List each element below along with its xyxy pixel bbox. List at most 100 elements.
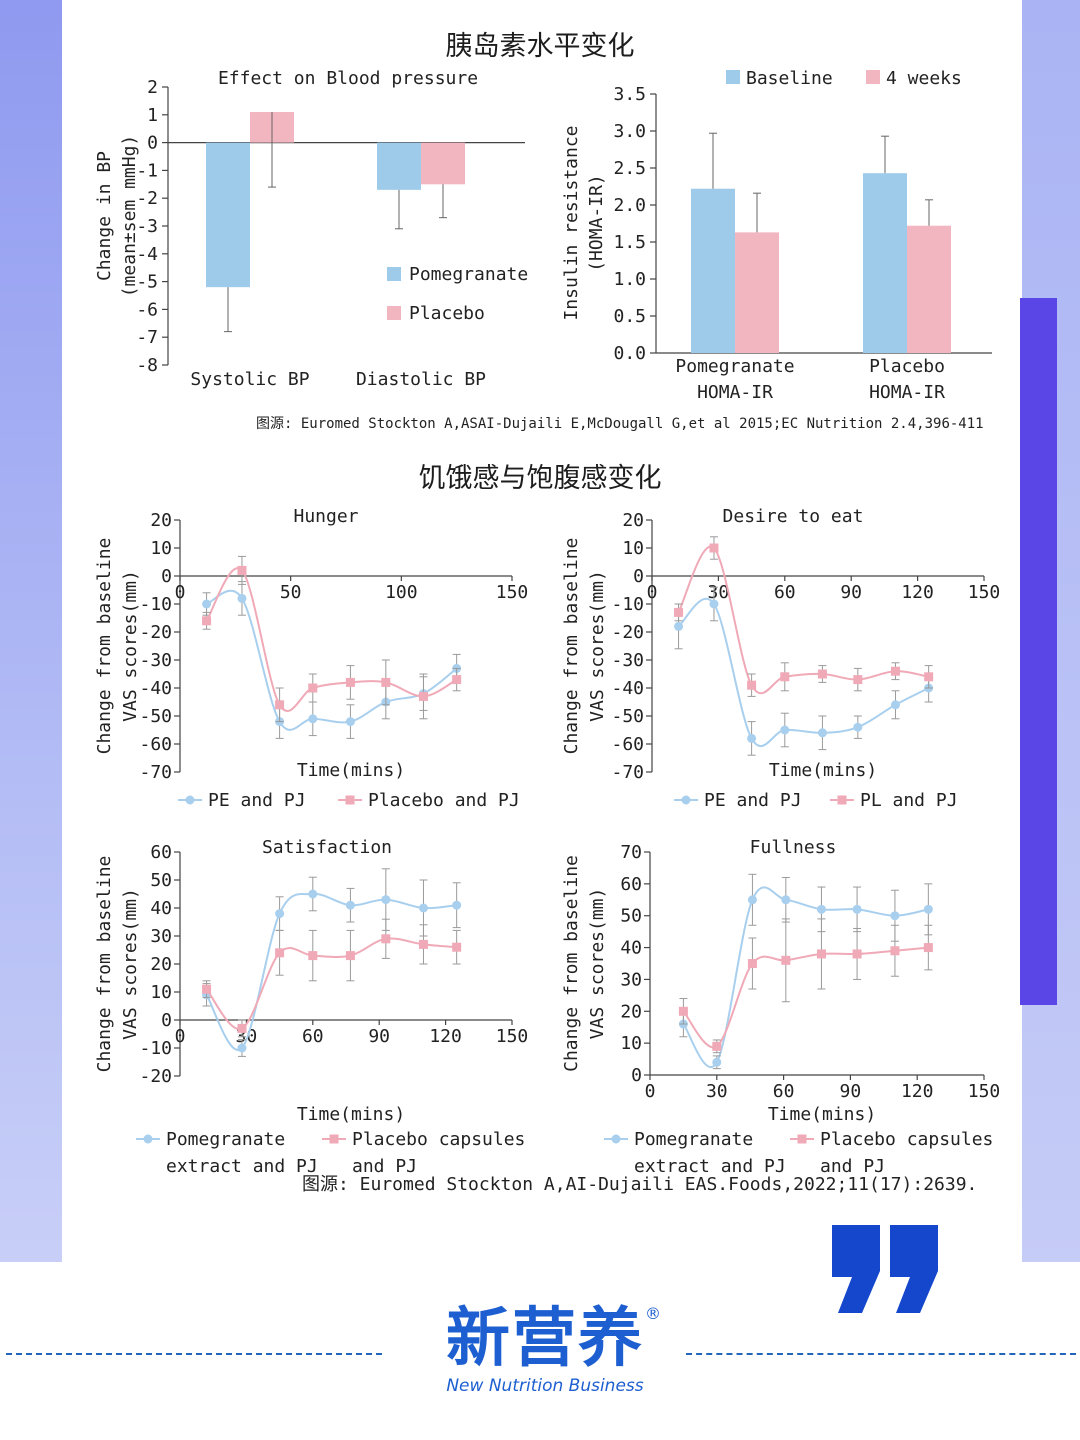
footer-divider-left <box>6 1353 382 1355</box>
homa-y-tick-label: 2.5 <box>613 158 646 179</box>
desire-to-eat-x-tick-label: 90 <box>840 582 862 603</box>
bp-y-tick-label: 0 <box>147 133 158 154</box>
homa-x-category-sublabel: HOMA-IR <box>697 382 773 403</box>
hunger-y-axis-label: Change from baseline <box>94 538 115 755</box>
bp-y-tick-label: -8 <box>136 355 158 376</box>
bp-x-category-label: Systolic BP <box>190 369 309 390</box>
desire-to-eat-point <box>853 722 863 732</box>
fullness-x-axis-label: Time(mins) <box>768 1104 876 1125</box>
desire-to-eat-y-tick-label: 10 <box>622 538 644 559</box>
fullness-y-axis-label: Change from baseline <box>561 855 582 1072</box>
bp-legend-label: Pomegranate <box>409 264 528 285</box>
hunger-y-tick-label: 20 <box>150 510 172 531</box>
desire-to-eat-y-tick-label: -10 <box>611 594 644 615</box>
desire-to-eat-point <box>709 599 719 609</box>
satisfaction-point <box>308 951 318 961</box>
hunger-point <box>202 616 212 626</box>
hunger-y-tick-label: -20 <box>139 622 172 643</box>
homa-y-tick-label: 3.0 <box>613 121 646 142</box>
desire-to-eat-point <box>747 680 757 690</box>
desire-to-eat-y-tick-label: 20 <box>622 510 644 531</box>
homa-y-axis-label-unit: (HOMA-IR) <box>586 174 607 272</box>
charts-canvas: Effect on Blood pressure210-1-2-3-4-5-6-… <box>94 68 1001 1177</box>
desire-to-eat-point <box>890 700 900 710</box>
satisfaction-y-axis-label: Change from baseline <box>94 856 115 1073</box>
homa-bar-baseline <box>863 173 907 353</box>
desire-to-eat-y-tick-label: -70 <box>611 762 644 783</box>
hunger-x-tick-label: 50 <box>280 582 302 603</box>
fullness-legend-marker <box>797 1134 807 1144</box>
satisfaction-y-tick-label: 50 <box>150 870 172 891</box>
fullness-point <box>781 895 791 905</box>
fullness-point <box>852 949 862 959</box>
desire-to-eat-point <box>780 672 790 682</box>
desire-to-eat-legend-marker <box>837 795 847 805</box>
satisfaction-x-tick-label: 120 <box>429 1026 462 1047</box>
satisfaction-point <box>308 889 318 899</box>
satisfaction-point <box>452 942 462 952</box>
hunger-legend-marker <box>345 795 355 805</box>
brand-logo-cn: 新营养 <box>446 1301 644 1376</box>
desire-to-eat-y-tick-label: -30 <box>611 650 644 671</box>
satisfaction-point <box>345 951 355 961</box>
hunger-y-tick-label: -50 <box>139 706 172 727</box>
desire-to-eat-point <box>853 675 863 685</box>
desire-to-eat-point <box>747 733 757 743</box>
fullness-legend-label-line2: and PJ <box>820 1156 885 1177</box>
hunger-point <box>345 717 355 727</box>
satisfaction-y-tick-label: 10 <box>150 982 172 1003</box>
desire-to-eat-y-tick-label: -20 <box>611 622 644 643</box>
fullness-x-tick-label: 120 <box>901 1081 934 1102</box>
brand-logo: 新营养 New Nutrition Business <box>415 1303 675 1397</box>
desire-to-eat-point <box>924 672 934 682</box>
desire-to-eat-point <box>674 607 684 617</box>
fullness-legend-label-line2: extract and PJ <box>634 1156 786 1177</box>
fullness-chart-title: Fullness <box>750 837 837 858</box>
quote-mark-icon <box>832 1225 938 1313</box>
satisfaction-point <box>345 900 355 910</box>
brand-logo-en: New Nutrition Business <box>446 1376 644 1396</box>
fullness-point <box>816 904 826 914</box>
homa-x-category-label: Pomegranate <box>675 356 794 377</box>
desire-to-eat-x-tick-label: 60 <box>774 582 796 603</box>
homa-y-axis-label: Insulin resistance <box>561 125 582 320</box>
fullness-series-line <box>682 946 929 1049</box>
fullness-x-tick-label: 30 <box>706 1081 728 1102</box>
desire-to-eat-x-tick-label: 150 <box>968 582 1001 603</box>
satisfaction-legend-label-line2: extract and PJ <box>166 1156 318 1177</box>
desire-to-eat-point <box>890 666 900 676</box>
desire-to-eat-y-tick-label: -50 <box>611 706 644 727</box>
fullness-point <box>890 911 900 921</box>
hunger-point <box>237 593 247 603</box>
hunger-y-tick-label: -10 <box>139 594 172 615</box>
homa-x-category-sublabel: HOMA-IR <box>869 382 945 403</box>
bp-y-tick-label: -3 <box>136 216 158 237</box>
fullness-x-tick-label: 90 <box>840 1081 862 1102</box>
hunger-y-tick-label: -30 <box>139 650 172 671</box>
fullness-x-tick-label: 60 <box>773 1081 795 1102</box>
bp-y-axis-label: Change in BP <box>94 151 115 281</box>
footer <box>0 1262 1080 1440</box>
hunger-legend-label: PE and PJ <box>208 790 306 811</box>
bp-y-axis-label-unit: (mean±sem mmHg) <box>119 135 140 298</box>
fullness-y-tick-label: 30 <box>620 969 642 990</box>
homa-x-category-label: Placebo <box>869 356 945 377</box>
bp-chart-title: Effect on Blood pressure <box>218 68 478 89</box>
homa-y-tick-label: 3.5 <box>613 84 646 105</box>
hunger-y-tick-label: -70 <box>139 762 172 783</box>
desire-to-eat-y-axis-label-unit: VAS scores(mm) <box>587 570 608 722</box>
satisfaction-x-axis-label: Time(mins) <box>297 1104 405 1125</box>
left-gradient-border <box>0 0 62 1440</box>
satisfaction-y-tick-label: 20 <box>150 954 172 975</box>
fullness-point <box>923 943 933 953</box>
hunger-series-line <box>205 567 458 713</box>
fullness-point <box>712 1041 722 1051</box>
satisfaction-x-tick-label: 60 <box>302 1026 324 1047</box>
satisfaction-point <box>237 1023 247 1033</box>
homa-legend-swatch <box>726 70 740 84</box>
hunger-x-axis-label: Time(mins) <box>297 760 405 781</box>
hunger-x-tick-label: 0 <box>175 582 186 603</box>
bp-y-tick-label: 1 <box>147 105 158 126</box>
hunger-y-axis-label-unit: VAS scores(mm) <box>120 570 141 722</box>
bp-y-tick-label: -7 <box>136 327 158 348</box>
